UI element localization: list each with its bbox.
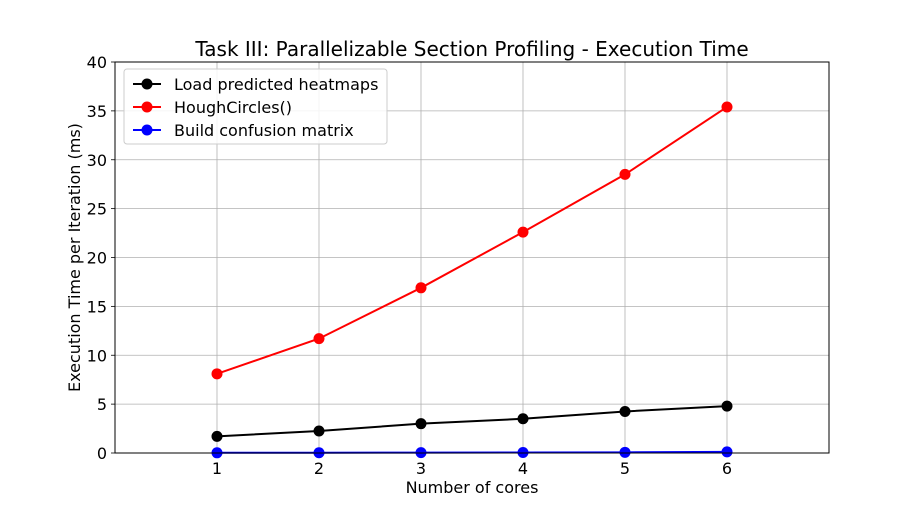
data-point (721, 400, 733, 412)
legend-item: Load predicted heatmaps (133, 75, 378, 94)
data-point (211, 368, 223, 380)
y-tick-label: 25 (87, 200, 107, 219)
y-tick-label: 35 (87, 102, 107, 121)
data-point (619, 405, 631, 417)
data-point (721, 101, 733, 113)
x-tick-label: 2 (314, 459, 324, 478)
legend-label: Load predicted heatmaps (174, 75, 378, 94)
x-axis-ticks: 1 2 3 4 5 6 (212, 453, 732, 478)
y-tick-label: 30 (87, 151, 107, 170)
series-3 (211, 446, 733, 459)
y-axis-label: Execution Time per Iteration (ms) (65, 123, 84, 392)
data-point (313, 333, 325, 345)
legend-marker (141, 78, 153, 90)
data-point (619, 446, 631, 458)
plot-frame (114, 61, 830, 454)
gridlines (115, 61, 829, 454)
y-tick-label: 20 (87, 249, 107, 268)
y-axis-ticks: 0 5 10 15 20 25 30 35 40 (87, 53, 115, 463)
legend-box (123, 68, 388, 145)
data-point (313, 425, 325, 437)
data-point (721, 446, 733, 458)
legend-marker (141, 101, 153, 113)
data-point (619, 168, 631, 180)
x-tick-label: 6 (722, 459, 732, 478)
series-line (216, 106, 728, 375)
data-point (517, 226, 529, 238)
x-tick-label: 1 (212, 459, 222, 478)
series-2 (211, 101, 733, 380)
legend-label: HoughCircles() (174, 98, 292, 117)
chart-title: Task III: Parallelizable Section Profili… (194, 37, 748, 61)
x-tick-label: 4 (518, 459, 528, 478)
legend-label: Build confusion matrix (174, 121, 354, 140)
data-point (211, 430, 223, 442)
legend-item: HoughCircles() (133, 98, 292, 117)
data-point (415, 418, 427, 430)
legend-item: Build confusion matrix (133, 121, 354, 140)
series-1 (211, 400, 733, 442)
legend: Load predicted heatmaps HoughCircles() Bui… (123, 68, 388, 145)
y-tick-label: 40 (87, 53, 107, 72)
data-point (517, 413, 529, 425)
legend-marker (141, 124, 153, 136)
x-tick-label: 5 (620, 459, 630, 478)
x-axis-label: Number of cores (406, 478, 539, 497)
y-tick-label: 15 (87, 297, 107, 316)
series-line (216, 405, 728, 438)
x-tick-label: 3 (416, 459, 426, 478)
series-lines (211, 101, 733, 459)
data-point (415, 282, 427, 294)
y-tick-label: 0 (97, 444, 107, 463)
y-tick-label: 5 (97, 395, 107, 414)
y-tick-label: 10 (87, 346, 107, 365)
